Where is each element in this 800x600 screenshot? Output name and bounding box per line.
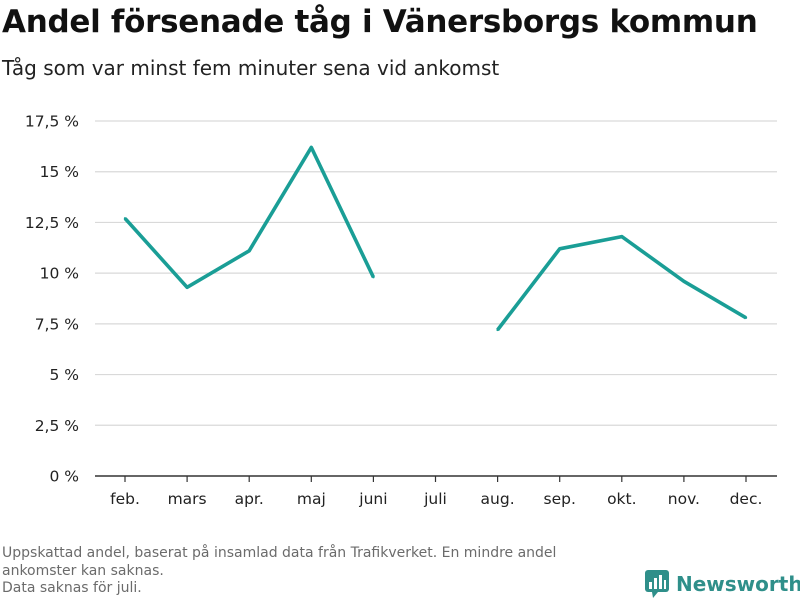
x-tick-label: dec. — [730, 490, 763, 508]
data-point — [620, 235, 623, 238]
brand-logo[interactable]: Newsworthy — [644, 569, 800, 599]
footnote-line-2: ankomster kan saknas. — [2, 562, 164, 579]
x-tick-label: feb. — [110, 490, 140, 508]
data-point — [310, 146, 313, 149]
footnote: Uppskattad andel, baserat på insamlad da… — [2, 545, 642, 598]
series-line-segment — [123, 145, 376, 290]
chart-subtitle: Tåg som var minst fem minuter sena vid a… — [2, 56, 500, 80]
y-tick-label: 17,5 % — [25, 113, 79, 131]
y-tick-label: 7,5 % — [35, 315, 79, 333]
y-axis-tick-labels: 0 % 2,5 % 5 % 7,5 % 10 % 12,5 % 15 % 17,5 % — [25, 113, 79, 486]
y-tick-label: 10 % — [40, 265, 79, 283]
x-axis — [95, 475, 777, 482]
data-point — [248, 249, 251, 253]
data-point — [744, 316, 748, 319]
series-line-segment — [496, 234, 747, 331]
data-point — [185, 286, 189, 289]
y-tick-label: 12,5 % — [25, 214, 79, 232]
x-axis-tick-labels: feb. mars apr. maj juni juli aug. sep. okt. nov. d… — [110, 490, 762, 508]
x-tick-label: mars — [168, 490, 207, 508]
x-tick-label: okt. — [607, 490, 636, 508]
series-layer — [123, 145, 748, 332]
data-point — [558, 247, 561, 250]
y-tick-label: 0 % — [49, 468, 79, 486]
footnote-line-3: Data saknas för juli. — [2, 580, 142, 596]
newsworthy-logo-icon — [645, 570, 669, 598]
footnote-line-1: Uppskattad andel, baserat på insamlad da… — [2, 545, 557, 561]
x-tick-label: maj — [297, 490, 326, 508]
x-tick-label: juli — [423, 490, 447, 508]
data-point — [682, 280, 686, 283]
x-tick-label: juni — [358, 490, 387, 508]
y-tick-label: 5 % — [49, 366, 79, 384]
y-tick-label: 2,5 % — [35, 417, 79, 435]
chart-title: Andel försenade tåg i Vänersborgs kommun — [2, 4, 758, 40]
data-point — [123, 217, 127, 220]
x-tick-label: aug. — [481, 490, 515, 508]
y-tick-label: 15 % — [40, 163, 79, 181]
brand-name: Newsworthy — [676, 572, 800, 596]
x-tick-label: sep. — [544, 490, 576, 508]
data-point — [496, 328, 499, 332]
x-tick-label: nov. — [668, 490, 700, 508]
grid-lines — [95, 120, 777, 426]
x-tick-label: apr. — [235, 490, 264, 508]
data-point — [372, 276, 375, 279]
